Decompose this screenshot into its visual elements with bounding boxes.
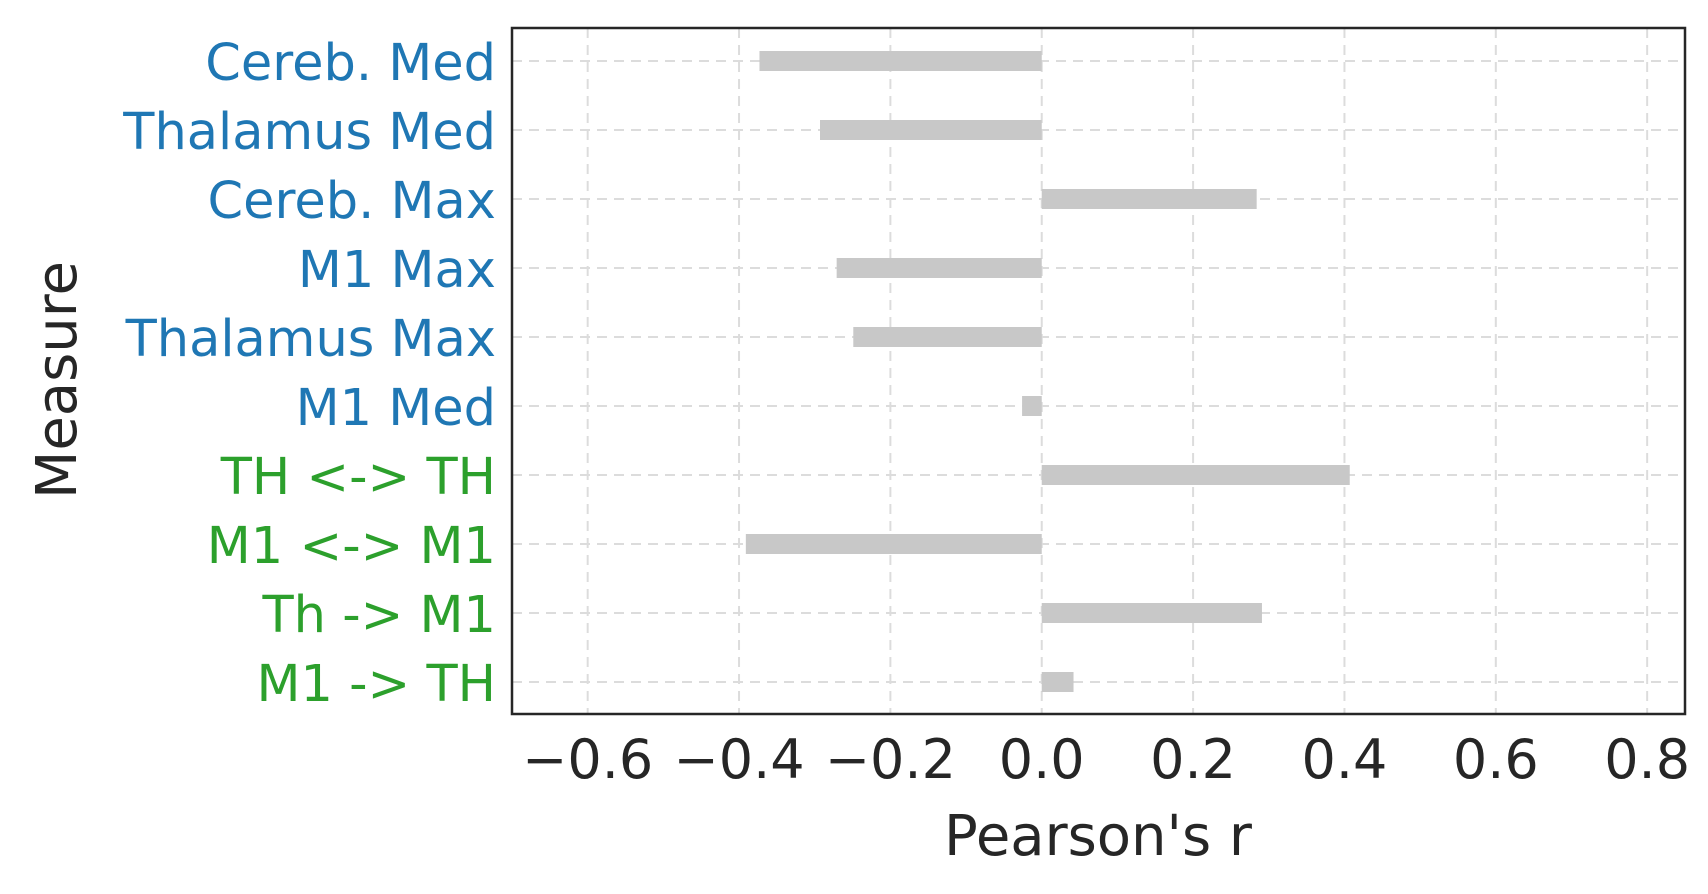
x-tick-label: 0.4 — [1302, 728, 1388, 791]
bar — [1041, 603, 1262, 623]
x-tick-label: 0.2 — [1150, 728, 1236, 791]
bar — [759, 51, 1042, 71]
y-tick-label: Cereb. Max — [208, 172, 496, 231]
y-tick-label: Th -> M1 — [262, 586, 496, 645]
bar — [1041, 189, 1257, 209]
x-tick-label: 0.8 — [1604, 728, 1690, 791]
bar-layer — [745, 51, 1350, 692]
y-tick-label: M1 Med — [296, 379, 496, 438]
y-tick-label: TH <-> TH — [220, 448, 496, 507]
x-tick-label: −0.2 — [825, 728, 956, 791]
x-tick-label: 0.6 — [1453, 728, 1539, 791]
bar — [836, 258, 1042, 278]
bar — [1041, 672, 1074, 692]
bar — [1022, 396, 1042, 416]
y-tick-label: Thalamus Max — [125, 310, 496, 369]
x-tick-label: −0.4 — [673, 728, 804, 791]
plot-frame — [510, 26, 1687, 716]
bar — [853, 327, 1042, 347]
x-tick-labels: −0.6 −0.4 −0.2 0.0 0.2 0.4 0.6 0.8 — [522, 728, 1690, 791]
x-tick-label: −0.6 — [522, 728, 653, 791]
x-tick-label: 0.0 — [999, 728, 1085, 791]
y-tick-labels: Cereb. Med Thalamus Med Cereb. Max M1 Max Th… — [122, 34, 496, 714]
y-tick-label: M1 Max — [298, 241, 496, 300]
y-tick-label: M1 -> TH — [256, 655, 496, 714]
bar — [820, 120, 1042, 140]
x-axis-label: Pearson's r — [944, 804, 1253, 869]
y-axis-label: Measure — [25, 261, 90, 499]
y-tick-label: M1 <-> M1 — [207, 517, 496, 576]
y-tick-label: Thalamus Med — [122, 103, 496, 162]
y-tick-label: Cereb. Med — [205, 34, 496, 93]
bar — [745, 534, 1042, 554]
bar — [1041, 465, 1350, 485]
